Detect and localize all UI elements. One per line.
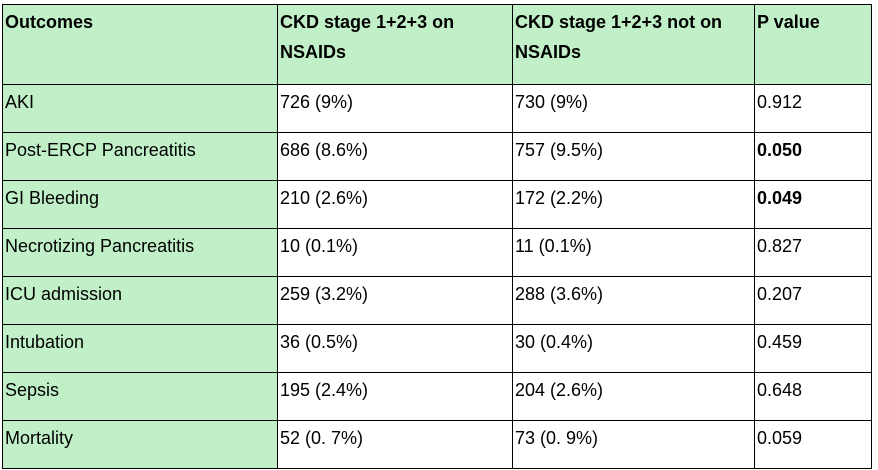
value-cell: 195 (2.4%) — [277, 372, 513, 421]
outcome-cell: AKI — [2, 84, 278, 133]
table-row: Necrotizing Pancreatitis 10 (0.1%) 11 (0.1… — [2, 228, 872, 277]
table-row: ICU admission 259 (3.2%) 288 (3.6%) 0.207 — [2, 276, 872, 325]
value-cell: 52 (0. 7%) — [277, 420, 513, 469]
header-cell: Outcomes — [2, 4, 278, 85]
value-cell: 204 (2.6%) — [512, 372, 755, 421]
table-body: AKI 726 (9%) 730 (9%) 0.912 Post-ERCP Pancre… — [2, 84, 872, 469]
table-row: Intubation 36 (0.5%) 30 (0.4%) 0.459 — [2, 324, 872, 373]
value-cell: 0.050 — [754, 132, 872, 181]
value-cell: 73 (0. 9%) — [512, 420, 755, 469]
table-row: AKI 726 (9%) 730 (9%) 0.912 — [2, 84, 872, 133]
value-cell: 0.459 — [754, 324, 872, 373]
value-cell: 288 (3.6%) — [512, 276, 755, 325]
outcome-cell: Intubation — [2, 324, 278, 373]
header-cell: CKD stage 1+2+3 on NSAIDs — [277, 4, 513, 85]
value-cell: 36 (0.5%) — [277, 324, 513, 373]
outcome-cell: ICU admission — [2, 276, 278, 325]
value-cell: 172 (2.2%) — [512, 180, 755, 229]
value-cell: 0.049 — [754, 180, 872, 229]
value-cell: 726 (9%) — [277, 84, 513, 133]
table-row: Mortality 52 (0. 7%) 73 (0. 9%) 0.059 — [2, 420, 872, 469]
header-row: Outcomes CKD stage 1+2+3 on NSAIDs CKD sta… — [2, 4, 872, 85]
header-cell: CKD stage 1+2+3 not on NSAIDs — [512, 4, 755, 85]
outcome-cell: Sepsis — [2, 372, 278, 421]
value-cell: 0.827 — [754, 228, 872, 277]
value-cell: 0.207 — [754, 276, 872, 325]
value-cell: 210 (2.6%) — [277, 180, 513, 229]
outcome-cell: Post-ERCP Pancreatitis — [2, 132, 278, 181]
value-cell: 0.912 — [754, 84, 872, 133]
outcome-cell: GI Bleeding — [2, 180, 278, 229]
table-row: Sepsis 195 (2.4%) 204 (2.6%) 0.648 — [2, 372, 872, 421]
value-cell: 11 (0.1%) — [512, 228, 755, 277]
value-cell: 757 (9.5%) — [512, 132, 755, 181]
value-cell: 0.059 — [754, 420, 872, 469]
value-cell: 259 (3.2%) — [277, 276, 513, 325]
table-row: GI Bleeding 210 (2.6%) 172 (2.2%) 0.049 — [2, 180, 872, 229]
outcome-cell: Mortality — [2, 420, 278, 469]
value-cell: 730 (9%) — [512, 84, 755, 133]
results-table: Outcomes CKD stage 1+2+3 on NSAIDs CKD sta… — [2, 4, 872, 469]
value-cell: 686 (8.6%) — [277, 132, 513, 181]
value-cell: 10 (0.1%) — [277, 228, 513, 277]
value-cell: 0.648 — [754, 372, 872, 421]
value-cell: 30 (0.4%) — [512, 324, 755, 373]
header-cell: P value — [754, 4, 872, 85]
table-row: Post-ERCP Pancreatitis 686 (8.6%) 757 (9.5… — [2, 132, 872, 181]
outcome-cell: Necrotizing Pancreatitis — [2, 228, 278, 277]
